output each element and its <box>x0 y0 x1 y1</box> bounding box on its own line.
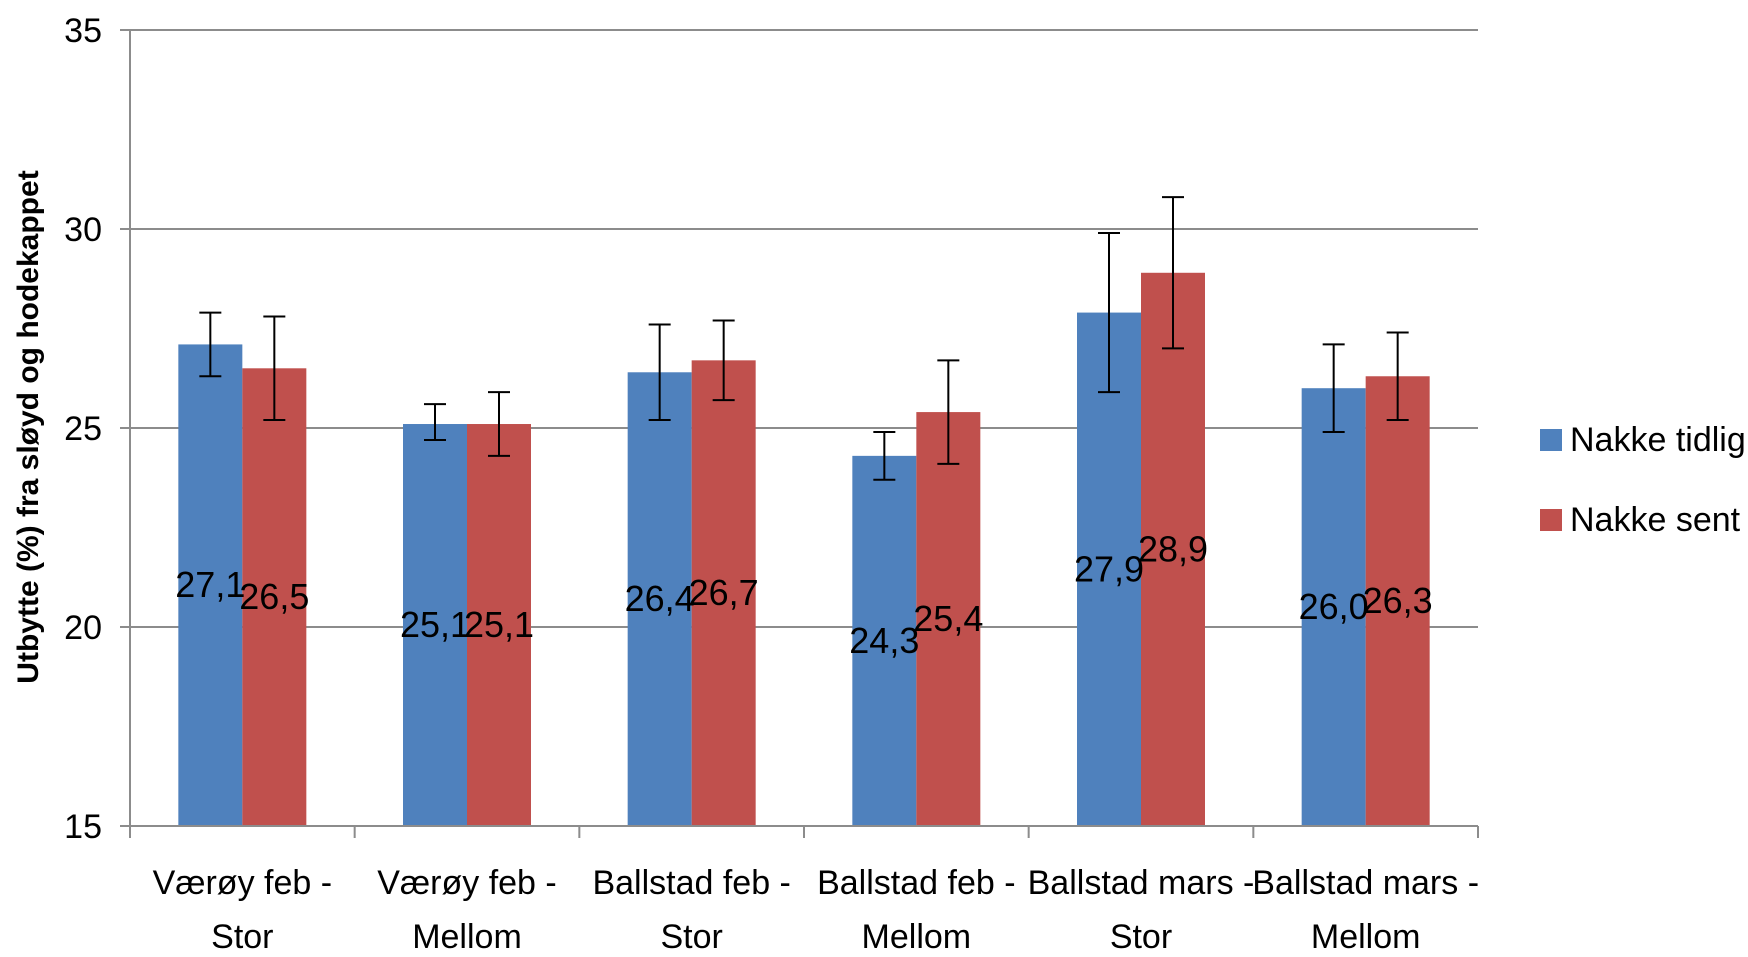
data-label: 25,1 <box>464 604 534 645</box>
legend-swatch <box>1540 509 1562 531</box>
legend-label: Nakke tidlig <box>1570 421 1746 459</box>
x-category-label: Ballstad feb - <box>817 864 1015 902</box>
y-tick-label: 35 <box>64 12 102 50</box>
x-category-label: Mellom <box>1311 918 1421 952</box>
x-category-label: Ballstad feb - <box>592 864 790 902</box>
data-label: 28,9 <box>1138 528 1208 569</box>
x-category-label: Ballstad mars - <box>1028 864 1255 902</box>
data-label: 26,0 <box>1299 586 1369 627</box>
y-tick-label: 20 <box>64 609 102 647</box>
x-category-label: Stor <box>211 918 273 952</box>
data-label: 25,1 <box>400 604 470 645</box>
data-label: 27,1 <box>175 564 245 605</box>
legend: Nakke tidlig Nakke sent <box>1540 421 1746 539</box>
x-category-label: Mellom <box>862 918 972 952</box>
data-label: 26,5 <box>239 576 309 617</box>
data-label: 27,9 <box>1074 548 1144 589</box>
y-tick-label: 30 <box>64 211 102 249</box>
legend-label: Nakke sent <box>1570 501 1741 539</box>
data-labels: 27,1 25,1 26,4 24,3 27,9 26,0 26,5 25,1 26,7 25,4… <box>175 528 1432 661</box>
x-category-label: Ballstad mars - <box>1252 864 1479 902</box>
y-tick-label: 15 <box>64 808 102 846</box>
data-label: 24,3 <box>849 620 919 661</box>
bars <box>178 273 1429 826</box>
error-bars <box>199 197 1408 480</box>
y-axis-title: Utbytte (%) fra sløyd og hodekappet <box>12 170 45 683</box>
gridlines <box>130 30 1478 627</box>
data-label: 26,7 <box>689 572 759 613</box>
x-category-label: Stor <box>660 918 722 952</box>
y-tick-label: 25 <box>64 410 102 448</box>
x-category-label: Mellom <box>412 918 522 952</box>
data-label: 25,4 <box>913 598 983 639</box>
x-category-label: Stor <box>1110 918 1172 952</box>
data-label: 26,3 <box>1363 580 1433 621</box>
x-category-label: Værøy feb - <box>153 864 332 902</box>
data-label: 26,4 <box>625 578 695 619</box>
legend-swatch <box>1540 429 1562 451</box>
x-category-label: Værøy feb - <box>377 864 556 902</box>
